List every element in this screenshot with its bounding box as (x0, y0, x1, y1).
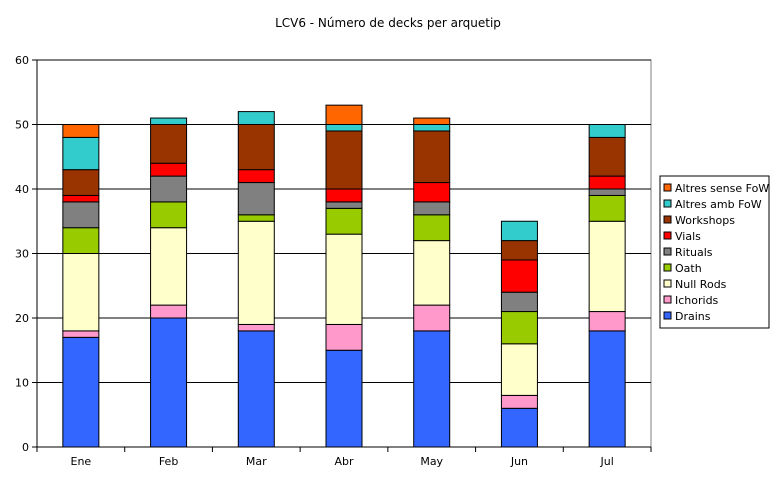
bar-segment (150, 124, 188, 164)
bar-segment (500, 240, 538, 261)
y-tick-label: 40 (15, 183, 29, 196)
bar-segment (237, 111, 275, 125)
bar-segment (62, 330, 100, 338)
bar-segment (588, 175, 626, 190)
bar-segment (413, 201, 451, 216)
y-tick-label: 20 (15, 312, 29, 325)
bar-segment (588, 220, 626, 313)
bar-segment (325, 130, 363, 190)
bar-segment (325, 201, 363, 209)
bar-segment (588, 194, 626, 222)
bar-segment (150, 117, 188, 126)
legend-label: Altres amb FoW (675, 198, 762, 211)
bar-segment (150, 162, 188, 177)
legend-box (659, 175, 770, 329)
bar-segment (500, 394, 538, 409)
y-tick-label: 50 (15, 119, 29, 132)
legend-swatch (663, 295, 672, 304)
bar-segment (325, 233, 363, 325)
legend-label: Oath (675, 262, 702, 275)
axes: 0 10 20 30 40 50 60 Ene Feb Mar Abr May Jun Jul (15, 54, 652, 468)
legend-swatch (663, 199, 672, 208)
legend-swatch (663, 215, 672, 224)
bar-segment (150, 317, 188, 448)
bar-segment (500, 311, 538, 345)
x-tick-label: May (420, 455, 443, 468)
legend-swatch (663, 247, 672, 256)
legend-swatch (663, 231, 672, 240)
bar-segment (62, 253, 100, 332)
y-tick-label: 30 (15, 248, 29, 261)
y-tick-label: 10 (15, 377, 29, 390)
y-tick-label: 0 (22, 441, 29, 454)
y-tick-label: 60 (15, 54, 29, 67)
bar-segment (237, 169, 275, 184)
bar-segment (588, 330, 626, 448)
bar-segment (150, 175, 188, 203)
x-tick-label: Abr (334, 455, 354, 468)
bar-segment (150, 227, 188, 306)
bar-segment (588, 188, 626, 196)
bar-segment (62, 124, 100, 138)
bar-segment (237, 323, 275, 332)
legend-swatch (663, 279, 672, 288)
legend-label: Null Rods (675, 278, 727, 291)
legend-label: Altres sense FoW (675, 182, 769, 195)
legend-swatch (663, 311, 672, 320)
legend-label: Workshops (675, 214, 735, 227)
bar-segment (237, 214, 275, 222)
bar-segment (588, 311, 626, 332)
bar-segment (150, 201, 188, 229)
legend-swatch (663, 183, 672, 192)
chart-title: LCV6 - Número de decks per arquetip (275, 16, 501, 30)
bar-segment (500, 220, 538, 242)
x-tick-label: Jul (600, 455, 614, 468)
legend-label: Ichorids (675, 294, 719, 307)
bar-segment (237, 220, 275, 325)
bar-segment (413, 330, 451, 448)
bar-segment (500, 291, 538, 313)
bar-segment (413, 240, 451, 306)
bar-segment (413, 124, 451, 132)
bar-segment (62, 194, 100, 203)
bar-segment (237, 124, 275, 171)
bar-segment (500, 343, 538, 396)
legend-label: Vials (675, 230, 701, 243)
bar-segment (588, 124, 626, 138)
bar-segment (237, 330, 275, 448)
x-tick-label: Ene (71, 455, 92, 468)
bar-segment (500, 407, 538, 448)
bar-segment (62, 169, 100, 196)
legend-swatch (663, 263, 672, 272)
legend-label: Drains (675, 310, 711, 323)
bar-segment (237, 182, 275, 216)
bar-segment (62, 336, 100, 448)
bar-segment (413, 304, 451, 332)
x-tick-label: Jun (510, 455, 528, 468)
bar-segment (325, 349, 363, 448)
x-tick-label: Mar (246, 455, 267, 468)
bar-segment (150, 304, 188, 319)
bar-segment (325, 104, 363, 126)
bar-segment (413, 117, 451, 126)
bar-segment (325, 323, 363, 351)
bar-segment (62, 227, 100, 254)
legend-label: Rituals (675, 246, 713, 259)
bar-segment (325, 188, 363, 203)
bar-segment (413, 182, 451, 203)
bar-segment (62, 201, 100, 229)
bar-segment (413, 130, 451, 184)
bar-segment (62, 136, 100, 171)
bar-segment (500, 259, 538, 293)
bar-segment (588, 136, 626, 177)
bars (62, 104, 626, 448)
x-tick-label: Feb (159, 455, 178, 468)
bar-segment (325, 207, 363, 235)
bar-segment (413, 214, 451, 242)
legend: Altres sense FoW Altres amb FoW Workshops V… (659, 175, 770, 329)
bar-segment (325, 124, 363, 132)
